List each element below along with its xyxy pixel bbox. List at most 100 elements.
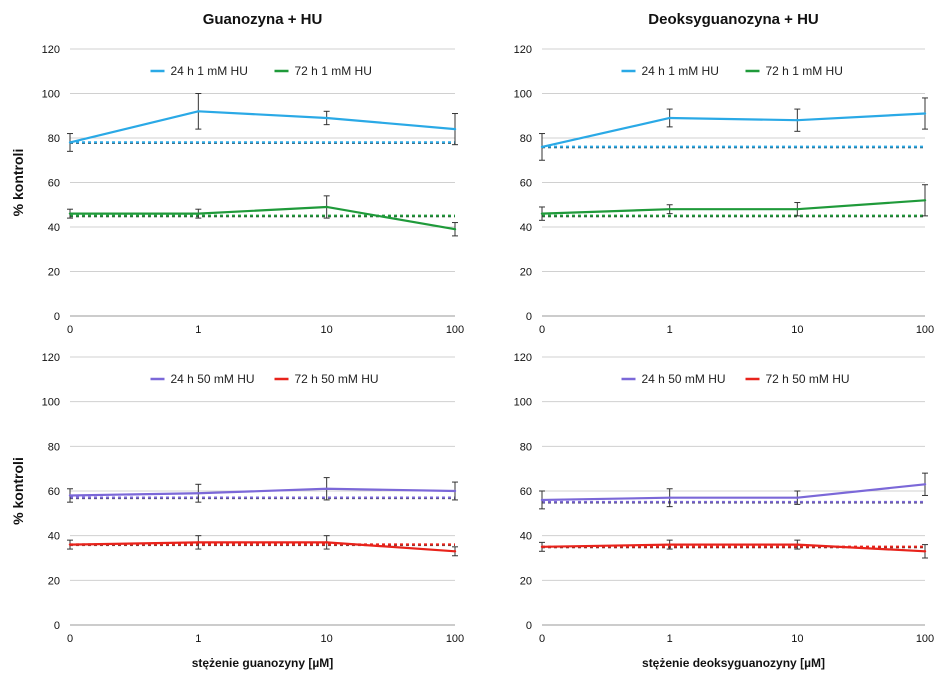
y-tick-label: 0 [526, 620, 532, 632]
data-point [325, 487, 328, 490]
series-1 [67, 477, 458, 503]
series-line [541, 112, 926, 148]
x-tick-label: 1 [667, 633, 673, 645]
data-point [453, 228, 457, 231]
chart-title: Guanozyna + HU [203, 11, 323, 28]
data-point [540, 545, 544, 549]
y-tick-label: 60 [520, 178, 532, 190]
data-point [668, 543, 671, 546]
legend: 24 h 1 mM HU 72 h 1 mM HU [150, 64, 372, 78]
data-point [68, 543, 72, 546]
y-tick-label: 120 [514, 44, 532, 56]
chart-panel-4: 0 20 40 60 80 100 120 0 1 10 100 stężenie deoksygua… [514, 352, 935, 670]
x-tick-label: 0 [67, 324, 73, 336]
y-tick-label: 100 [514, 89, 532, 101]
y-tick-label: 20 [48, 575, 60, 587]
series-line [69, 487, 456, 497]
x-tick-label: 1 [195, 324, 201, 336]
series-line [541, 543, 926, 553]
series-line [70, 205, 456, 231]
data-point [325, 116, 328, 120]
data-point [796, 496, 799, 499]
legend-label: 72 h 50 mM HU [766, 372, 850, 386]
data-point [540, 145, 544, 149]
series-line [69, 541, 456, 553]
y-tick-label: 80 [48, 133, 60, 145]
y-tick-label: 40 [520, 531, 532, 543]
x-tick-label: 1 [667, 324, 673, 336]
chart-title: Deoksyguanozyna + HU [648, 11, 818, 28]
series-line [541, 483, 926, 502]
y-axis-label: % kontroli [10, 149, 26, 217]
x-tick-label: 10 [791, 633, 803, 645]
legend-label: 72 h 1 mM HU [766, 64, 843, 78]
series-line [69, 110, 456, 144]
legend-label: 24 h 50 mM HU [171, 372, 255, 386]
y-tick-label: 100 [42, 89, 60, 101]
x-tick-label: 0 [539, 633, 545, 645]
series-line [541, 199, 926, 215]
x-tick-label: 100 [446, 324, 464, 336]
x-tick-label: 0 [539, 324, 545, 336]
x-axis-label: stężenie deoksyguanozyny [µM] [642, 656, 825, 670]
series-2 [67, 535, 458, 557]
data-point [668, 116, 671, 120]
y-tick-label: 0 [526, 311, 532, 323]
series-2 [67, 195, 458, 237]
data-point [197, 212, 200, 215]
x-tick-label: 1 [195, 633, 201, 645]
chart-panel-1: 0 20 40 60 80 100 120 0 1 10 100 Guanozyna + HU % ko… [10, 11, 464, 336]
y-tick-label: 100 [514, 397, 532, 409]
series-1 [67, 93, 458, 152]
y-tick-label: 60 [48, 486, 60, 498]
data-point [325, 541, 328, 544]
data-point [197, 110, 200, 113]
data-point [923, 483, 927, 486]
y-axis-label: % kontroli [10, 457, 26, 525]
series-2 [539, 184, 928, 221]
legend-label: 72 h 1 mM HU [295, 64, 372, 78]
data-point [796, 543, 799, 546]
data-point [453, 127, 457, 131]
data-point [923, 199, 927, 202]
y-tick-label: 40 [520, 222, 532, 234]
legend: 24 h 1 mM HU 72 h 1 mM HU [621, 64, 843, 78]
x-tick-label: 100 [446, 633, 464, 645]
y-tick-label: 20 [520, 267, 532, 279]
data-point [540, 212, 544, 215]
chart-panel-3: 0 20 40 60 80 100 120 0 1 10 100 % kontroli stężenie… [10, 352, 464, 670]
data-point [68, 212, 72, 215]
data-point [540, 498, 544, 502]
x-tick-label: 100 [916, 633, 934, 645]
legend-label: 24 h 1 mM HU [642, 64, 719, 78]
data-point [325, 205, 328, 209]
series-1 [539, 97, 928, 161]
y-tick-label: 120 [42, 352, 60, 364]
y-tick-label: 120 [514, 352, 532, 364]
x-tick-label: 0 [67, 633, 73, 645]
y-tick-label: 80 [520, 441, 532, 453]
series-1 [539, 472, 928, 510]
series-2 [539, 539, 928, 559]
data-point [923, 550, 927, 553]
y-tick-label: 80 [520, 133, 532, 145]
data-point [796, 208, 799, 211]
y-tick-label: 0 [54, 311, 60, 323]
data-point [197, 492, 200, 495]
data-point [453, 550, 457, 553]
data-point [197, 541, 200, 544]
y-tick-label: 0 [54, 620, 60, 632]
data-point [796, 119, 799, 122]
y-tick-label: 120 [42, 44, 60, 56]
x-tick-label: 10 [791, 324, 803, 336]
data-point [668, 208, 671, 211]
y-tick-label: 20 [48, 267, 60, 279]
legend-label: 72 h 50 mM HU [295, 372, 379, 386]
data-point [453, 489, 457, 493]
y-tick-label: 60 [520, 486, 532, 498]
legend-label: 24 h 1 mM HU [171, 64, 248, 78]
data-point [68, 494, 72, 497]
x-axis-label: stężenie guanozyny [µM] [192, 656, 334, 670]
y-tick-label: 60 [48, 178, 60, 190]
